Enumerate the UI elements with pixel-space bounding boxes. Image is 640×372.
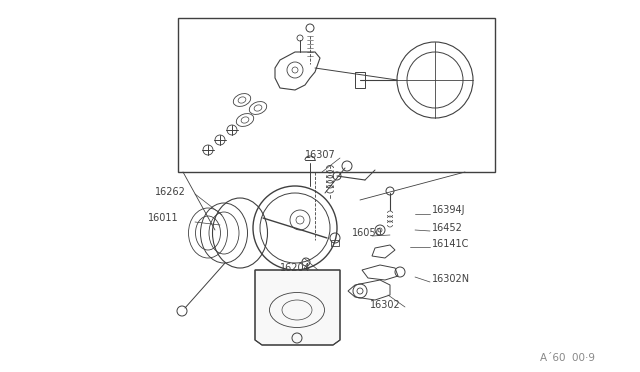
Text: 16394J: 16394J: [432, 205, 465, 215]
Text: 16262: 16262: [155, 187, 186, 197]
Text: 16050: 16050: [352, 228, 383, 238]
Text: 16452: 16452: [432, 223, 463, 233]
Text: 16011: 16011: [148, 213, 179, 223]
Bar: [355, 72, 365, 88]
Polygon shape: [255, 270, 340, 345]
Text: A´60  00·9: A´60 00·9: [540, 353, 595, 363]
Text: 16307: 16307: [305, 150, 336, 160]
Text: 16204: 16204: [280, 263, 311, 273]
Bar: [331, 240, 339, 246]
Text: 16302: 16302: [370, 300, 401, 310]
Text: 16302N: 16302N: [432, 274, 470, 284]
Bar: [178, 18, 495, 172]
Text: 16141C: 16141C: [432, 239, 469, 249]
